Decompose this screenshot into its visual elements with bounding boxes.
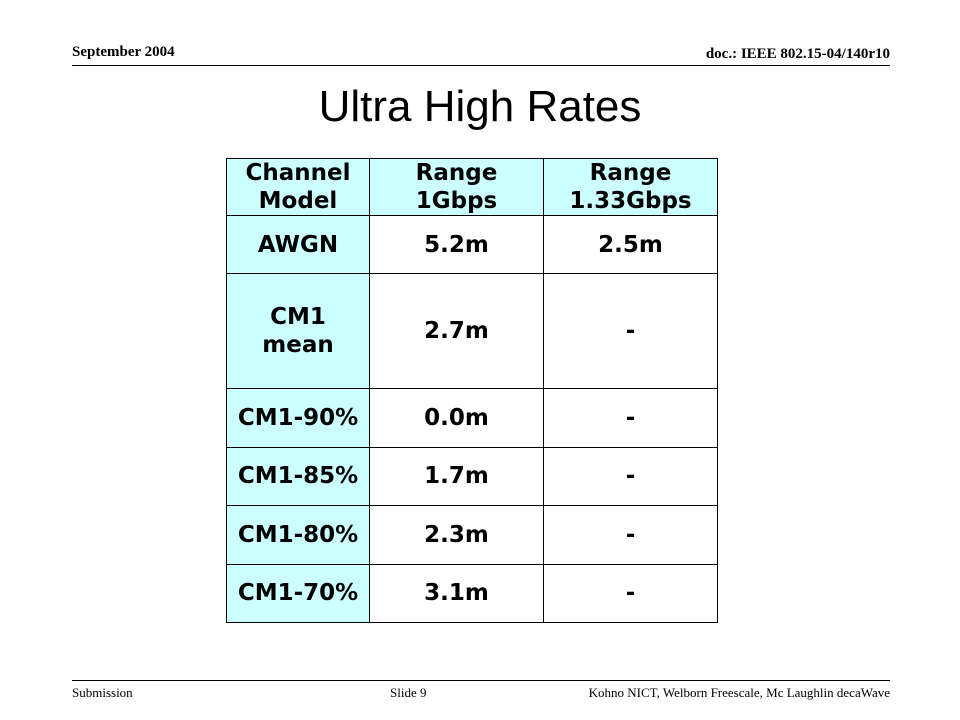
header-cell-channel-model: Channel Model	[226, 158, 370, 216]
header-doc-id: doc.: IEEE 802.15-04/140r10	[705, 46, 890, 62]
footer-slide-number: Slide 9	[390, 685, 427, 700]
table-row: CM1 mean 2.7m -	[226, 273, 718, 390]
model-cell: CM1-90%	[226, 388, 370, 448]
range-1gbps-cell: 0.0m	[369, 388, 544, 448]
range-1gbps-cell: 2.3m	[369, 505, 544, 565]
header-line: Range	[415, 160, 498, 186]
model-cell: CM1 mean	[226, 273, 370, 390]
model-line: CM1-70%	[237, 580, 359, 607]
table-header-row: Channel Model Range 1Gbps Range 1.33Gbps	[226, 158, 718, 216]
range-1gbps-cell: 3.1m	[369, 563, 544, 624]
model-line: AWGN	[257, 231, 339, 258]
model-line: CM1-85%	[237, 463, 359, 490]
range-133gbps-cell: 2.5m	[543, 214, 718, 275]
header-line: Model	[258, 188, 338, 214]
footer-rule	[72, 680, 890, 681]
range-133gbps-cell: -	[543, 563, 718, 624]
range-133gbps-cell: -	[543, 446, 718, 507]
header-line: Channel	[245, 160, 351, 186]
range-table: Channel Model Range 1Gbps Range 1.33Gbps…	[226, 158, 718, 624]
header-rule	[72, 65, 890, 66]
model-cell: CM1-70%	[226, 563, 370, 624]
range-1gbps-cell: 1.7m	[369, 446, 544, 507]
range-133gbps-cell: -	[543, 273, 718, 390]
header-line: 1Gbps	[415, 188, 498, 214]
range-1gbps-cell: 2.7m	[369, 273, 544, 390]
header-cell-range-133gbps: Range 1.33Gbps	[543, 158, 718, 216]
slide-title: Ultra High Rates	[318, 82, 642, 131]
header-line: 1.33Gbps	[569, 188, 692, 214]
table-row: CM1-70% 3.1m -	[226, 563, 718, 624]
table-row: AWGN 5.2m 2.5m	[226, 214, 718, 275]
model-cell: CM1-85%	[226, 446, 370, 507]
header-line: Range	[589, 160, 672, 186]
table-row: CM1-85% 1.7m -	[226, 446, 718, 507]
footer-submission: Submission	[72, 685, 133, 700]
model-line: CM1	[270, 304, 326, 331]
footer-authors: Kohno NICT, Welborn Freescale, Mc Laughl…	[588, 685, 890, 700]
table-row: CM1-80% 2.3m -	[226, 505, 718, 565]
table-row: CM1-90% 0.0m -	[226, 388, 718, 448]
model-line: CM1-80%	[237, 521, 359, 548]
model-cell: AWGN	[226, 214, 370, 275]
model-line: mean	[262, 332, 334, 359]
range-133gbps-cell: -	[543, 388, 718, 448]
model-cell: CM1-80%	[226, 505, 370, 565]
range-1gbps-cell: 5.2m	[369, 214, 544, 275]
model-line: CM1-90%	[237, 404, 359, 431]
header-cell-range-1gbps: Range 1Gbps	[369, 158, 544, 216]
range-133gbps-cell: -	[543, 505, 718, 565]
header-date: September 2004	[72, 44, 175, 60]
